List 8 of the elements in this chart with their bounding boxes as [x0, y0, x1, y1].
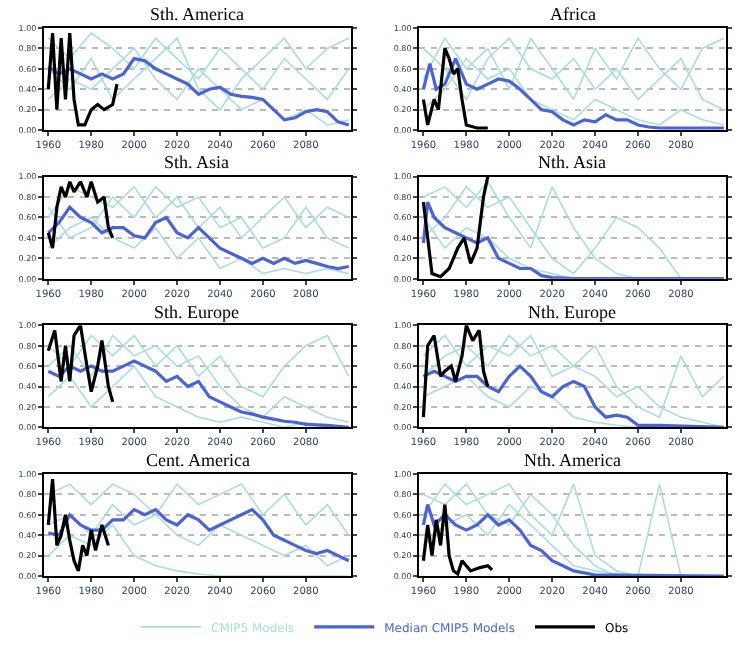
- chart-title: Africa: [550, 4, 596, 24]
- chart-title: Nth. Europe: [528, 302, 616, 322]
- chart-title: Sth. America: [150, 4, 244, 24]
- chart-title: Cent. America: [146, 450, 250, 470]
- chart-title: Nth. Asia: [538, 152, 607, 172]
- chart-title: Sth. Europe: [154, 302, 239, 322]
- chart-title: Nth. America: [524, 450, 621, 470]
- chart-title: Sth. Asia: [164, 152, 230, 172]
